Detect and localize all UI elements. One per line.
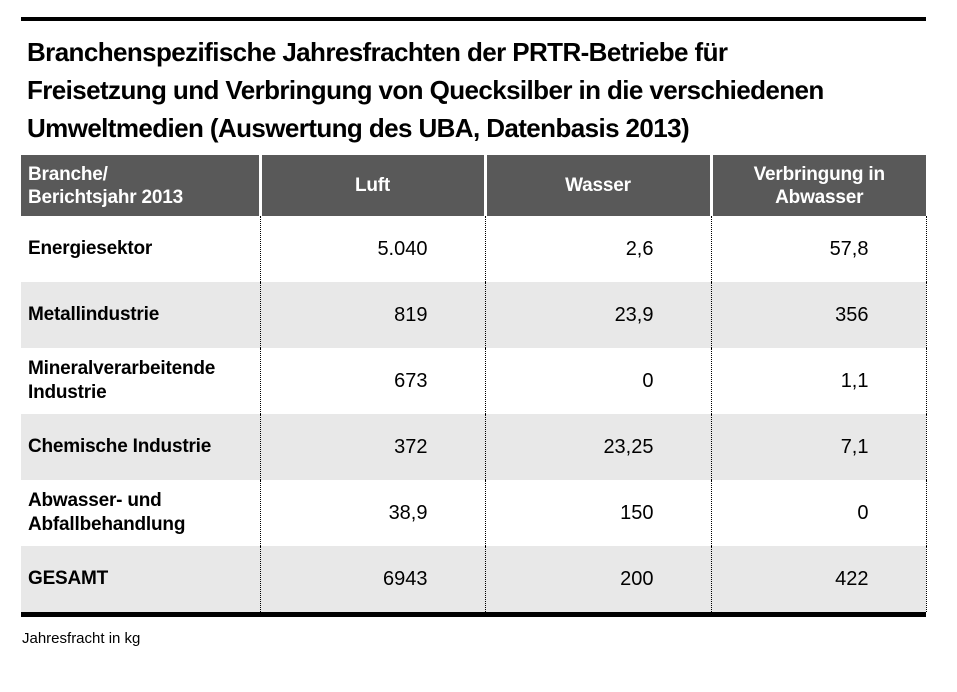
data-table: Branche/ Berichtsjahr 2013 Luft Wasser V… <box>21 155 927 612</box>
column-header-branche: Branche/ Berichtsjahr 2013 <box>21 155 262 216</box>
cell-luft: 673 <box>260 348 486 414</box>
table-row-chemische-industrie: Chemische Industrie 372 23,25 7,1 <box>21 414 927 480</box>
table-row-mineralverarbeitende-industrie: Mineralverarbeitende Industrie 673 0 1,1 <box>21 348 927 414</box>
table-row-energiesektor: Energiesektor 5.040 2,6 57,8 <box>21 216 927 282</box>
cell-luft: 372 <box>260 414 486 480</box>
column-header-luft: Luft <box>260 155 487 216</box>
bottom-rule <box>21 612 926 617</box>
cell-wasser: 2,6 <box>485 216 712 282</box>
cell-abwasser: 0 <box>711 480 927 546</box>
row-label: Energiesektor <box>21 216 261 282</box>
cell-wasser: 150 <box>485 480 712 546</box>
cell-luft: 38,9 <box>260 480 486 546</box>
cell-luft: 6943 <box>260 546 486 612</box>
cell-abwasser: 57,8 <box>711 216 927 282</box>
table-header-row: Branche/ Berichtsjahr 2013 Luft Wasser V… <box>21 155 926 216</box>
row-label: Metallindustrie <box>21 282 261 348</box>
cell-wasser: 200 <box>485 546 712 612</box>
cell-wasser: 23,9 <box>485 282 712 348</box>
row-label: Chemische Industrie <box>21 414 261 480</box>
table-row-metallindustrie: Metallindustrie 819 23,9 356 <box>21 282 927 348</box>
unit-footnote: Jahresfracht in kg <box>22 630 141 647</box>
table-row-gesamt: GESAMT 6943 200 422 <box>21 546 927 612</box>
cell-abwasser: 1,1 <box>711 348 927 414</box>
table-row-abwasser-abfallbehandlung: Abwasser- und Abfallbehandlung 38,9 150 … <box>21 480 927 546</box>
top-rule <box>21 17 926 21</box>
cell-abwasser: 422 <box>711 546 927 612</box>
column-header-wasser: Wasser <box>485 155 713 216</box>
row-label: GESAMT <box>21 546 261 612</box>
cell-abwasser: 7,1 <box>711 414 927 480</box>
column-header-verbringung: Verbringung in Abwasser <box>711 155 926 216</box>
figure: Branchenspezifische Jahresfrachten der P… <box>21 17 927 647</box>
cell-luft: 5.040 <box>260 216 486 282</box>
row-label: Mineralverarbeitende Industrie <box>21 348 261 414</box>
figure-title: Branchenspezifische Jahresfrachten der P… <box>27 37 824 143</box>
row-label: Abwasser- und Abfallbehandlung <box>21 480 261 546</box>
cell-luft: 819 <box>260 282 486 348</box>
cell-wasser: 23,25 <box>485 414 712 480</box>
cell-abwasser: 356 <box>711 282 927 348</box>
cell-wasser: 0 <box>485 348 712 414</box>
